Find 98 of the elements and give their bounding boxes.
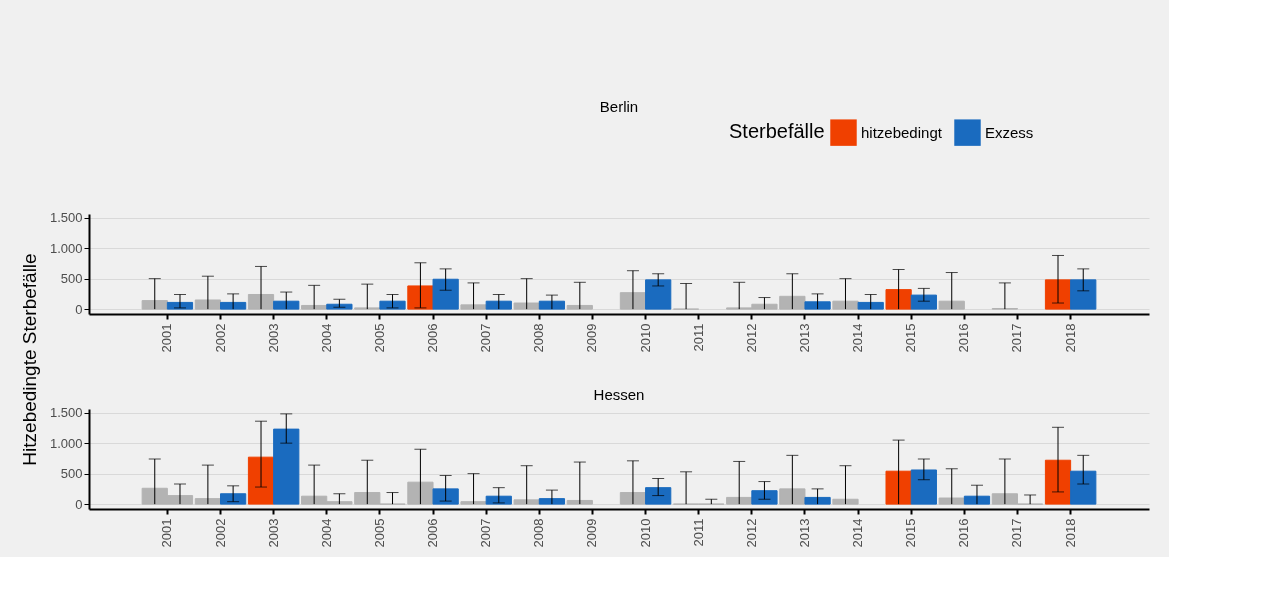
bar (460, 501, 487, 505)
x-tick-label: 2014 (850, 518, 866, 548)
x-tick-label: 2007 (478, 518, 494, 548)
bar (379, 300, 406, 310)
x-tick-label: 2008 (531, 323, 547, 353)
x-tick-label: 2001 (159, 323, 175, 353)
bar (460, 304, 487, 310)
chart-title: Berlin (599, 98, 639, 115)
bar (273, 428, 300, 505)
x-tick-label: 2011 (690, 518, 706, 547)
x-tick-label: 2011 (690, 323, 706, 352)
bar (751, 490, 778, 505)
bar (1070, 470, 1097, 505)
bar (538, 498, 566, 505)
bar (566, 304, 593, 310)
x-tick-label: 2009 (584, 323, 600, 353)
bar (645, 279, 672, 310)
x-tick-label: 2003 (265, 323, 281, 353)
bar (273, 300, 300, 310)
bar (141, 300, 168, 310)
bar (857, 301, 884, 310)
bar (301, 304, 328, 310)
bar (910, 294, 937, 310)
bar (432, 488, 459, 505)
y-tick-label: 1.000 (49, 435, 83, 451)
bar (513, 499, 540, 505)
x-tick-label: 2013 (796, 323, 812, 353)
bar (779, 488, 806, 505)
y-axis-title: Hitzebedingte Sterbefälle (18, 253, 40, 466)
bar (938, 300, 965, 310)
x-tick-label: 2010 (637, 323, 653, 353)
bar (1044, 279, 1072, 310)
x-tick-label: 2009 (584, 518, 600, 548)
y-tick-label: 1.000 (49, 240, 83, 256)
bar (407, 285, 434, 310)
bar (247, 456, 275, 505)
bar (194, 498, 221, 505)
x-tick-label: 2005 (371, 323, 387, 353)
x-tick-label: 2001 (159, 518, 175, 548)
bar (804, 301, 831, 310)
x-tick-label: 2018 (1062, 323, 1078, 353)
chart-title: Hessen (593, 385, 645, 403)
bar (804, 496, 831, 505)
x-tick-label: 2016 (956, 323, 972, 353)
bar (619, 492, 647, 505)
bar (220, 493, 247, 505)
y-tick-label: 1.500 (49, 210, 83, 226)
x-tick-label: 2017 (1009, 323, 1025, 353)
x-tick-label: 2002 (212, 518, 228, 548)
y-tick-label: 0 (75, 496, 83, 512)
bar (963, 495, 991, 505)
x-tick-label: 2003 (265, 518, 281, 548)
bar (1070, 279, 1097, 310)
x-tick-label: 2006 (425, 323, 441, 353)
bar (832, 300, 859, 310)
bar (220, 301, 247, 310)
x-tick-label: 2015 (903, 518, 919, 548)
legend-title: Sterbefälle (729, 120, 825, 142)
legend-label: Exzess (985, 123, 1034, 141)
x-tick-label: 2002 (212, 323, 228, 353)
bar (1044, 459, 1072, 505)
bar (832, 498, 859, 505)
bar (538, 300, 566, 310)
x-tick-label: 2004 (318, 518, 334, 548)
x-tick-label: 2007 (478, 323, 494, 353)
x-tick-label: 2015 (903, 323, 919, 353)
bar (645, 487, 672, 505)
x-tick-label: 2018 (1062, 518, 1078, 548)
bar (885, 289, 912, 310)
legend-label: hitzebedingt (861, 123, 943, 141)
x-tick-label: 2014 (850, 323, 866, 353)
y-tick-label: 1.500 (49, 405, 83, 421)
bar (938, 497, 965, 505)
x-tick-label: 2016 (956, 518, 972, 548)
x-tick-label: 2010 (637, 518, 653, 548)
bar (247, 293, 275, 310)
x-tick-label: 2006 (425, 518, 441, 548)
y-tick-label: 500 (60, 271, 83, 287)
x-tick-label: 2012 (743, 323, 759, 353)
bar (194, 299, 221, 310)
x-tick-label: 2012 (743, 518, 759, 548)
y-tick-label: 0 (75, 301, 83, 317)
bar (485, 495, 512, 505)
x-tick-label: 2005 (371, 518, 387, 548)
bar (407, 481, 434, 505)
bar (726, 496, 753, 505)
bar (432, 278, 459, 310)
x-tick-label: 2004 (318, 323, 334, 353)
bar (619, 292, 647, 310)
y-tick-label: 500 (60, 466, 83, 482)
bar (566, 499, 593, 505)
x-tick-label: 2017 (1009, 518, 1025, 548)
x-tick-label: 2013 (796, 518, 812, 548)
bar (885, 470, 912, 505)
x-tick-label: 2008 (531, 518, 547, 548)
bar (910, 469, 937, 505)
bar (513, 302, 540, 310)
bar (485, 300, 512, 310)
